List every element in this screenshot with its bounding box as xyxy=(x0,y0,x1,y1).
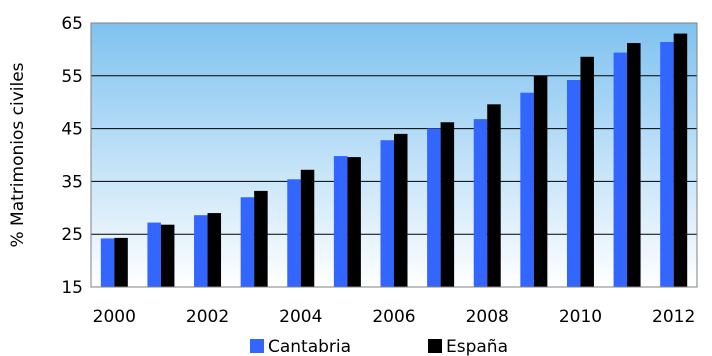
bar-espa-a-2007 xyxy=(440,122,455,287)
y-tick-label: 35 xyxy=(61,172,83,192)
bar-espa-a-2008 xyxy=(487,104,501,287)
bar-espa-a-2005 xyxy=(347,157,361,287)
x-axis-ticks: 2000 2002 2004 2006 2008 2010 2012 xyxy=(93,307,696,327)
y-axis-ticks: 15 25 35 45 55 65 xyxy=(61,14,83,298)
y-tick-label: 45 xyxy=(61,120,83,140)
plot-area-border xyxy=(90,22,698,288)
bar-espa-a-2001 xyxy=(160,224,175,287)
bar-cantabria-2006 xyxy=(380,140,394,287)
bar-cantabria-2001 xyxy=(147,222,161,287)
bar-cantabria-2008 xyxy=(473,119,488,287)
bar-cantabria-2002 xyxy=(194,215,208,287)
x-tick-label: 2004 xyxy=(279,307,322,327)
y-tick-label: 65 xyxy=(61,14,83,34)
bar-cantabria-2011 xyxy=(613,52,628,288)
bar-cantabria-2005 xyxy=(333,156,348,287)
bar-espa-a-2012 xyxy=(673,33,688,288)
y-tick-label: 55 xyxy=(61,67,83,87)
y-axis-title: % Matrimonios civiles xyxy=(8,62,28,247)
legend-swatch xyxy=(250,339,264,353)
legend-swatch xyxy=(428,339,442,353)
legend: Cantabria España xyxy=(250,337,508,356)
bar-espa-a-2003 xyxy=(254,190,268,287)
bar-cantabria-2012 xyxy=(660,42,674,288)
legend-label: Cantabria xyxy=(268,337,351,356)
bars xyxy=(100,33,688,288)
x-tick-label: 2000 xyxy=(93,307,136,327)
bar-espa-a-2009 xyxy=(533,75,548,287)
y-tick-label: 15 xyxy=(61,278,83,298)
bar-espa-a-2002 xyxy=(207,213,222,287)
bar-espa-a-2011 xyxy=(627,43,641,288)
bar-espa-a-2000 xyxy=(114,237,128,287)
x-tick-label: 2006 xyxy=(372,307,415,327)
bar-cantabria-2004 xyxy=(287,179,301,287)
bar-cantabria-2003 xyxy=(240,197,255,287)
y-tick-label: 25 xyxy=(61,225,83,245)
bar-espa-a-2010 xyxy=(580,56,594,288)
bar-espa-a-2006 xyxy=(394,133,408,287)
bar-cantabria-2010 xyxy=(566,80,581,287)
legend-label: España xyxy=(446,337,508,356)
bar-espa-a-2004 xyxy=(300,169,315,287)
bar-cantabria-2000 xyxy=(100,238,115,287)
x-tick-label: 2012 xyxy=(652,307,695,327)
bar-cantabria-2009 xyxy=(520,92,534,287)
bar-cantabria-2007 xyxy=(427,128,441,287)
x-tick-label: 2008 xyxy=(466,307,509,327)
x-tick-label: 2002 xyxy=(186,307,229,327)
x-tick-label: 2010 xyxy=(559,307,602,327)
